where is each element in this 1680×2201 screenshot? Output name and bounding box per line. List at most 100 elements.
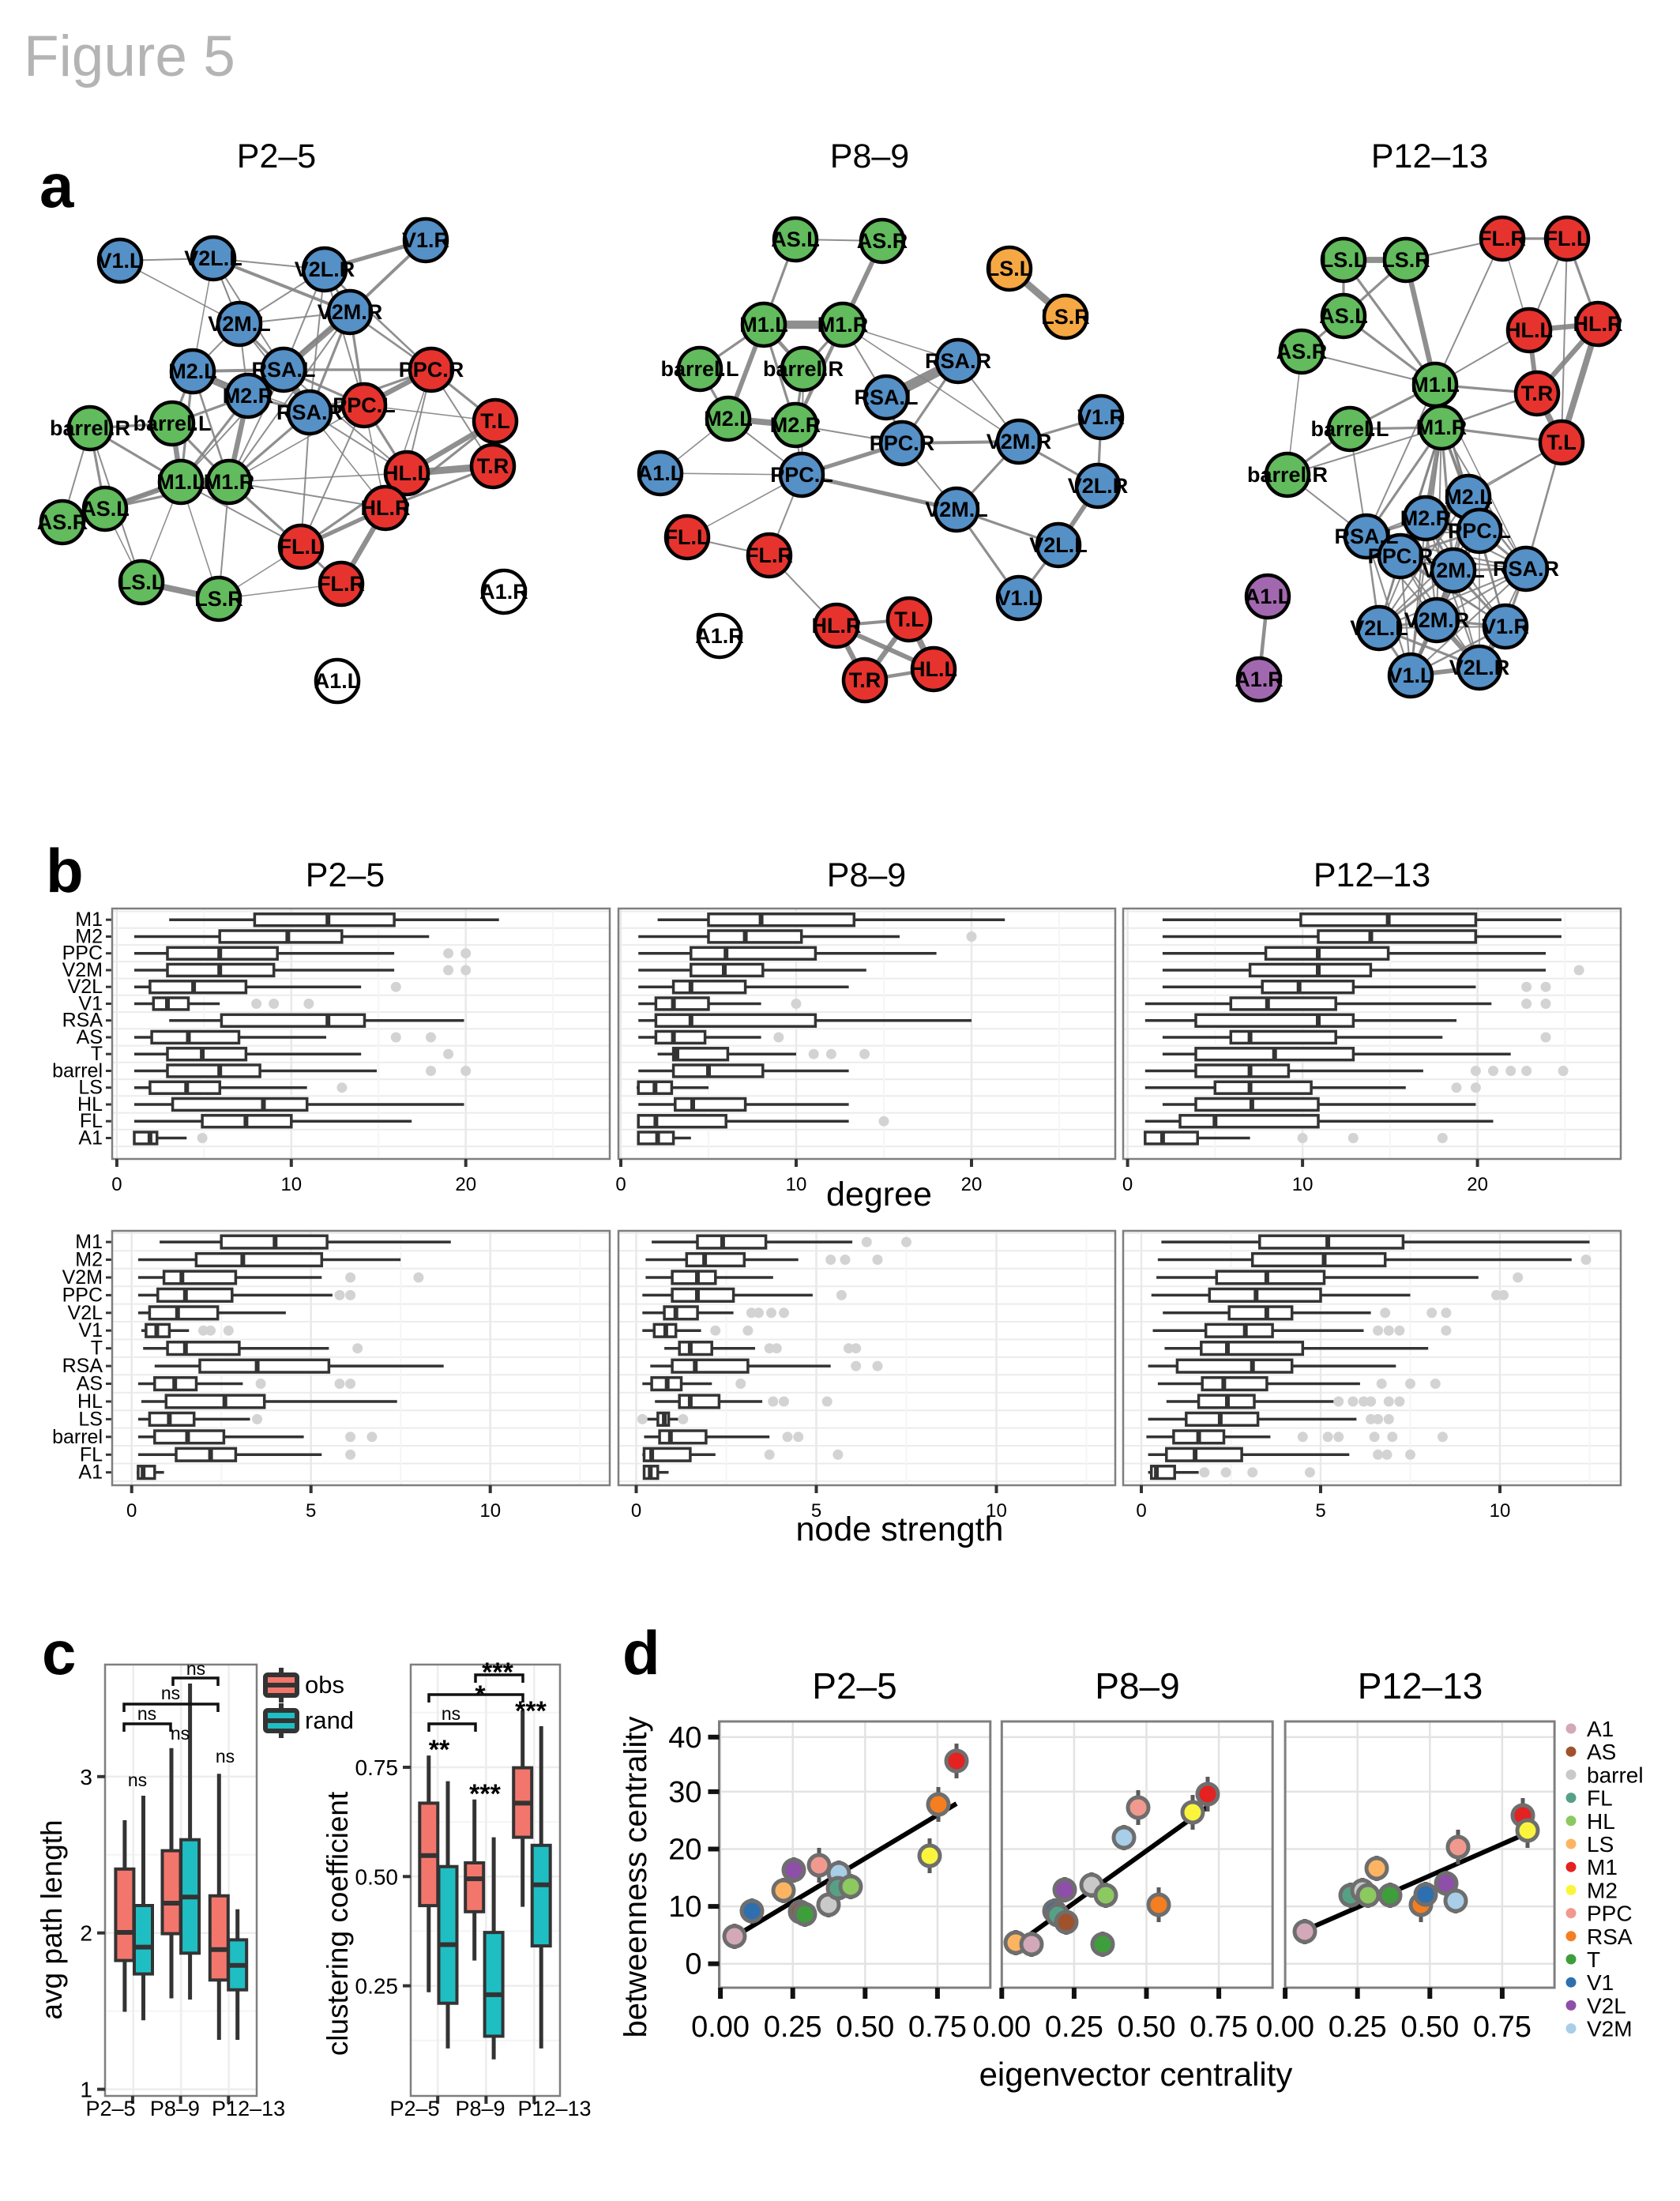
svg-text:0: 0: [631, 1500, 641, 1522]
svg-text:P8–9: P8–9: [1095, 1665, 1179, 1706]
svg-text:LS: LS: [1587, 1832, 1614, 1857]
svg-text:V2M.R: V2M.R: [1404, 608, 1470, 632]
svg-text:T.L: T.L: [894, 608, 924, 631]
svg-text:0: 0: [1122, 1174, 1133, 1195]
svg-text:A1.R: A1.R: [1235, 668, 1283, 691]
svg-text:V2M: V2M: [62, 959, 103, 981]
svg-text:M1.L: M1.L: [1411, 373, 1460, 397]
svg-text:node strength: node strength: [796, 1511, 1004, 1548]
svg-text:0.00: 0.00: [1256, 2011, 1314, 2044]
svg-text:M2.L: M2.L: [1444, 485, 1493, 509]
svg-text:AS: AS: [77, 1373, 103, 1395]
svg-text:RSA.L: RSA.L: [855, 386, 919, 409]
svg-text:PPC.L: PPC.L: [1448, 519, 1511, 543]
svg-text:LS.L: LS.L: [987, 257, 1033, 280]
svg-text:M2: M2: [75, 926, 103, 948]
svg-text:ns: ns: [128, 1770, 147, 1790]
svg-text:RSA: RSA: [62, 1010, 103, 1032]
svg-text:obs: obs: [305, 1671, 344, 1699]
svg-text:T.L: T.L: [1547, 431, 1577, 454]
svg-text:M1.R: M1.R: [204, 470, 255, 494]
svg-text:PPC: PPC: [1587, 1902, 1633, 1926]
svg-text:PPC.R: PPC.R: [1368, 544, 1434, 568]
svg-text:V1.L: V1.L: [97, 249, 142, 273]
svg-text:HL.R: HL.R: [1573, 312, 1623, 336]
svg-text:P2–5: P2–5: [237, 137, 316, 175]
svg-text:0: 0: [1136, 1500, 1146, 1522]
svg-text:V2L: V2L: [68, 976, 103, 998]
svg-text:a: a: [39, 151, 74, 220]
svg-text:10: 10: [479, 1500, 501, 1522]
svg-text:barrel: barrel: [52, 1060, 103, 1082]
svg-text:LS: LS: [78, 1408, 103, 1430]
svg-text:c: c: [42, 1618, 76, 1687]
svg-text:barrel.L: barrel.L: [660, 357, 739, 381]
svg-text:M2.L: M2.L: [168, 359, 217, 383]
svg-text:5: 5: [811, 1500, 821, 1522]
svg-text:FL: FL: [80, 1110, 103, 1132]
svg-text:b: b: [46, 836, 84, 905]
svg-text:V1.L: V1.L: [996, 586, 1041, 610]
svg-text:AS: AS: [1587, 1740, 1616, 1764]
svg-text:V2M.R: V2M.R: [318, 300, 383, 324]
svg-text:RSA: RSA: [1587, 1924, 1633, 1949]
svg-text:HL: HL: [77, 1390, 103, 1413]
svg-text:RSA.L: RSA.L: [252, 358, 316, 382]
svg-text:0.75: 0.75: [355, 1755, 399, 1780]
svg-text:eigenvector centrality: eigenvector centrality: [979, 2056, 1293, 2093]
svg-text:0.25: 0.25: [1329, 2011, 1387, 2044]
svg-text:T: T: [91, 1043, 103, 1065]
svg-text:ns: ns: [186, 1658, 205, 1679]
svg-text:30: 30: [668, 1776, 701, 1809]
svg-text:A1.R: A1.R: [695, 624, 744, 648]
svg-text:ns: ns: [216, 1746, 235, 1766]
svg-text:V2L: V2L: [68, 1302, 103, 1324]
svg-text:M1.L: M1.L: [156, 470, 205, 494]
svg-text:PPC: PPC: [62, 1284, 103, 1306]
svg-text:clustering coefficient: clustering coefficient: [321, 1791, 354, 2056]
svg-text:Figure 5: Figure 5: [24, 24, 235, 88]
svg-text:barrel.R: barrel.R: [1247, 463, 1328, 487]
svg-text:P2–5: P2–5: [85, 2097, 135, 2120]
svg-text:RSA: RSA: [62, 1355, 103, 1377]
svg-text:0.75: 0.75: [1190, 2011, 1248, 2044]
svg-text:V2M.L: V2M.L: [1422, 559, 1485, 582]
svg-text:0: 0: [111, 1174, 122, 1195]
svg-text:P12–13: P12–13: [1358, 1665, 1483, 1706]
svg-text:P12–13: P12–13: [517, 2097, 591, 2120]
svg-text:0.25: 0.25: [764, 2011, 822, 2044]
svg-text:M1: M1: [75, 1231, 103, 1253]
svg-text:betweenness centrality: betweenness centrality: [618, 1717, 653, 2038]
svg-text:AS.L: AS.L: [81, 497, 130, 521]
svg-text:10: 10: [280, 1174, 302, 1195]
svg-text:V1.R: V1.R: [402, 228, 449, 252]
svg-text:0.50: 0.50: [836, 2011, 894, 2044]
svg-text:A1: A1: [78, 1462, 103, 1484]
svg-text:P12–13: P12–13: [212, 2097, 285, 2120]
svg-text:M2.R: M2.R: [770, 413, 821, 437]
svg-text:5: 5: [1315, 1500, 1325, 1522]
svg-text:0.50: 0.50: [1400, 2011, 1459, 2044]
svg-text:AS.R: AS.R: [857, 229, 908, 253]
svg-text:0.00: 0.00: [972, 2011, 1031, 2044]
svg-text:10: 10: [986, 1500, 1007, 1522]
svg-text:ns: ns: [442, 1703, 460, 1724]
svg-text:0.75: 0.75: [1473, 2011, 1532, 2044]
svg-text:P8–9: P8–9: [150, 2097, 200, 2120]
svg-text:HL.R: HL.R: [361, 496, 411, 520]
svg-text:0.00: 0.00: [691, 2011, 750, 2044]
svg-text:A1.L: A1.L: [637, 461, 684, 485]
svg-text:HL.L: HL.L: [1505, 318, 1553, 342]
svg-text:RSA.R: RSA.R: [925, 349, 991, 373]
svg-text:T.R: T.R: [1521, 382, 1554, 405]
svg-text:A1.L: A1.L: [1245, 585, 1291, 608]
svg-text:***: ***: [469, 1779, 501, 1809]
svg-text:AS.L: AS.L: [1319, 304, 1368, 328]
svg-text:10: 10: [668, 1891, 701, 1924]
svg-text:V2L.L: V2L.L: [184, 246, 242, 270]
svg-text:HL: HL: [77, 1093, 103, 1116]
svg-text:A1: A1: [1587, 1717, 1614, 1741]
svg-text:0.25: 0.25: [1045, 2011, 1103, 2044]
svg-text:HL.R: HL.R: [812, 614, 862, 638]
svg-text:V1: V1: [78, 1319, 103, 1341]
